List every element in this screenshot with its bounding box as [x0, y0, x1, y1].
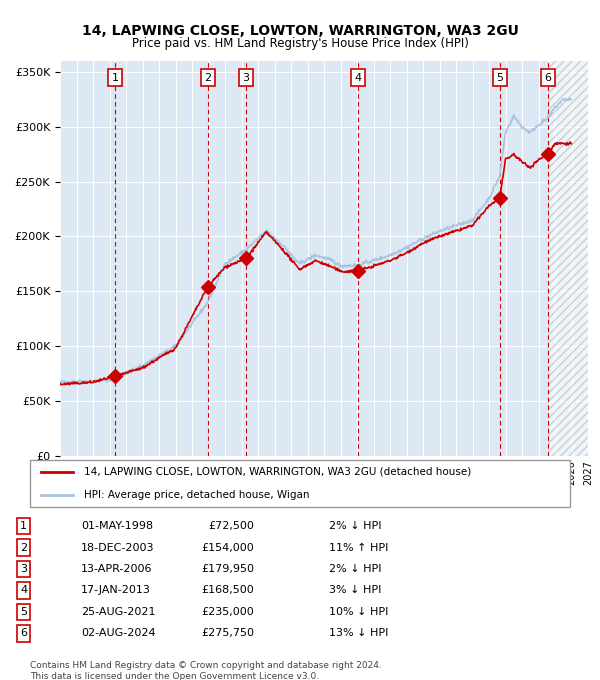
Text: HPI: Average price, detached house, Wigan: HPI: Average price, detached house, Wiga… [84, 490, 310, 500]
Text: 4: 4 [20, 585, 27, 596]
Text: 14, LAPWING CLOSE, LOWTON, WARRINGTON, WA3 2GU: 14, LAPWING CLOSE, LOWTON, WARRINGTON, W… [82, 24, 518, 38]
Text: 25-AUG-2021: 25-AUG-2021 [81, 607, 155, 617]
Text: 17-JAN-2013: 17-JAN-2013 [81, 585, 151, 596]
Text: 13-APR-2006: 13-APR-2006 [81, 564, 152, 574]
Text: 01-MAY-1998: 01-MAY-1998 [81, 521, 153, 531]
Text: £235,000: £235,000 [201, 607, 254, 617]
Text: 1: 1 [20, 521, 27, 531]
Text: 2: 2 [204, 73, 211, 83]
Text: 4: 4 [354, 73, 361, 83]
Text: 2% ↓ HPI: 2% ↓ HPI [329, 564, 382, 574]
Text: 3% ↓ HPI: 3% ↓ HPI [329, 585, 381, 596]
Text: 02-AUG-2024: 02-AUG-2024 [81, 628, 156, 639]
Text: This data is licensed under the Open Government Licence v3.0.: This data is licensed under the Open Gov… [30, 672, 319, 680]
Text: 5: 5 [496, 73, 503, 83]
Text: 6: 6 [545, 73, 551, 83]
Text: 11% ↑ HPI: 11% ↑ HPI [329, 543, 388, 553]
Text: 3: 3 [242, 73, 250, 83]
Text: 2% ↓ HPI: 2% ↓ HPI [329, 521, 382, 531]
Text: Price paid vs. HM Land Registry's House Price Index (HPI): Price paid vs. HM Land Registry's House … [131, 37, 469, 50]
Text: 10% ↓ HPI: 10% ↓ HPI [329, 607, 388, 617]
Text: 6: 6 [20, 628, 27, 639]
Text: 3: 3 [20, 564, 27, 574]
Text: £154,000: £154,000 [201, 543, 254, 553]
Text: 13% ↓ HPI: 13% ↓ HPI [329, 628, 388, 639]
Text: 2: 2 [20, 543, 27, 553]
Text: £275,750: £275,750 [201, 628, 254, 639]
Text: Contains HM Land Registry data © Crown copyright and database right 2024.: Contains HM Land Registry data © Crown c… [30, 661, 382, 670]
FancyBboxPatch shape [30, 460, 570, 507]
Text: 5: 5 [20, 607, 27, 617]
Text: 1: 1 [112, 73, 118, 83]
Text: 14, LAPWING CLOSE, LOWTON, WARRINGTON, WA3 2GU (detached house): 14, LAPWING CLOSE, LOWTON, WARRINGTON, W… [84, 467, 471, 477]
Text: 18-DEC-2003: 18-DEC-2003 [81, 543, 155, 553]
Text: £168,500: £168,500 [201, 585, 254, 596]
Text: £72,500: £72,500 [208, 521, 254, 531]
Text: £179,950: £179,950 [201, 564, 254, 574]
